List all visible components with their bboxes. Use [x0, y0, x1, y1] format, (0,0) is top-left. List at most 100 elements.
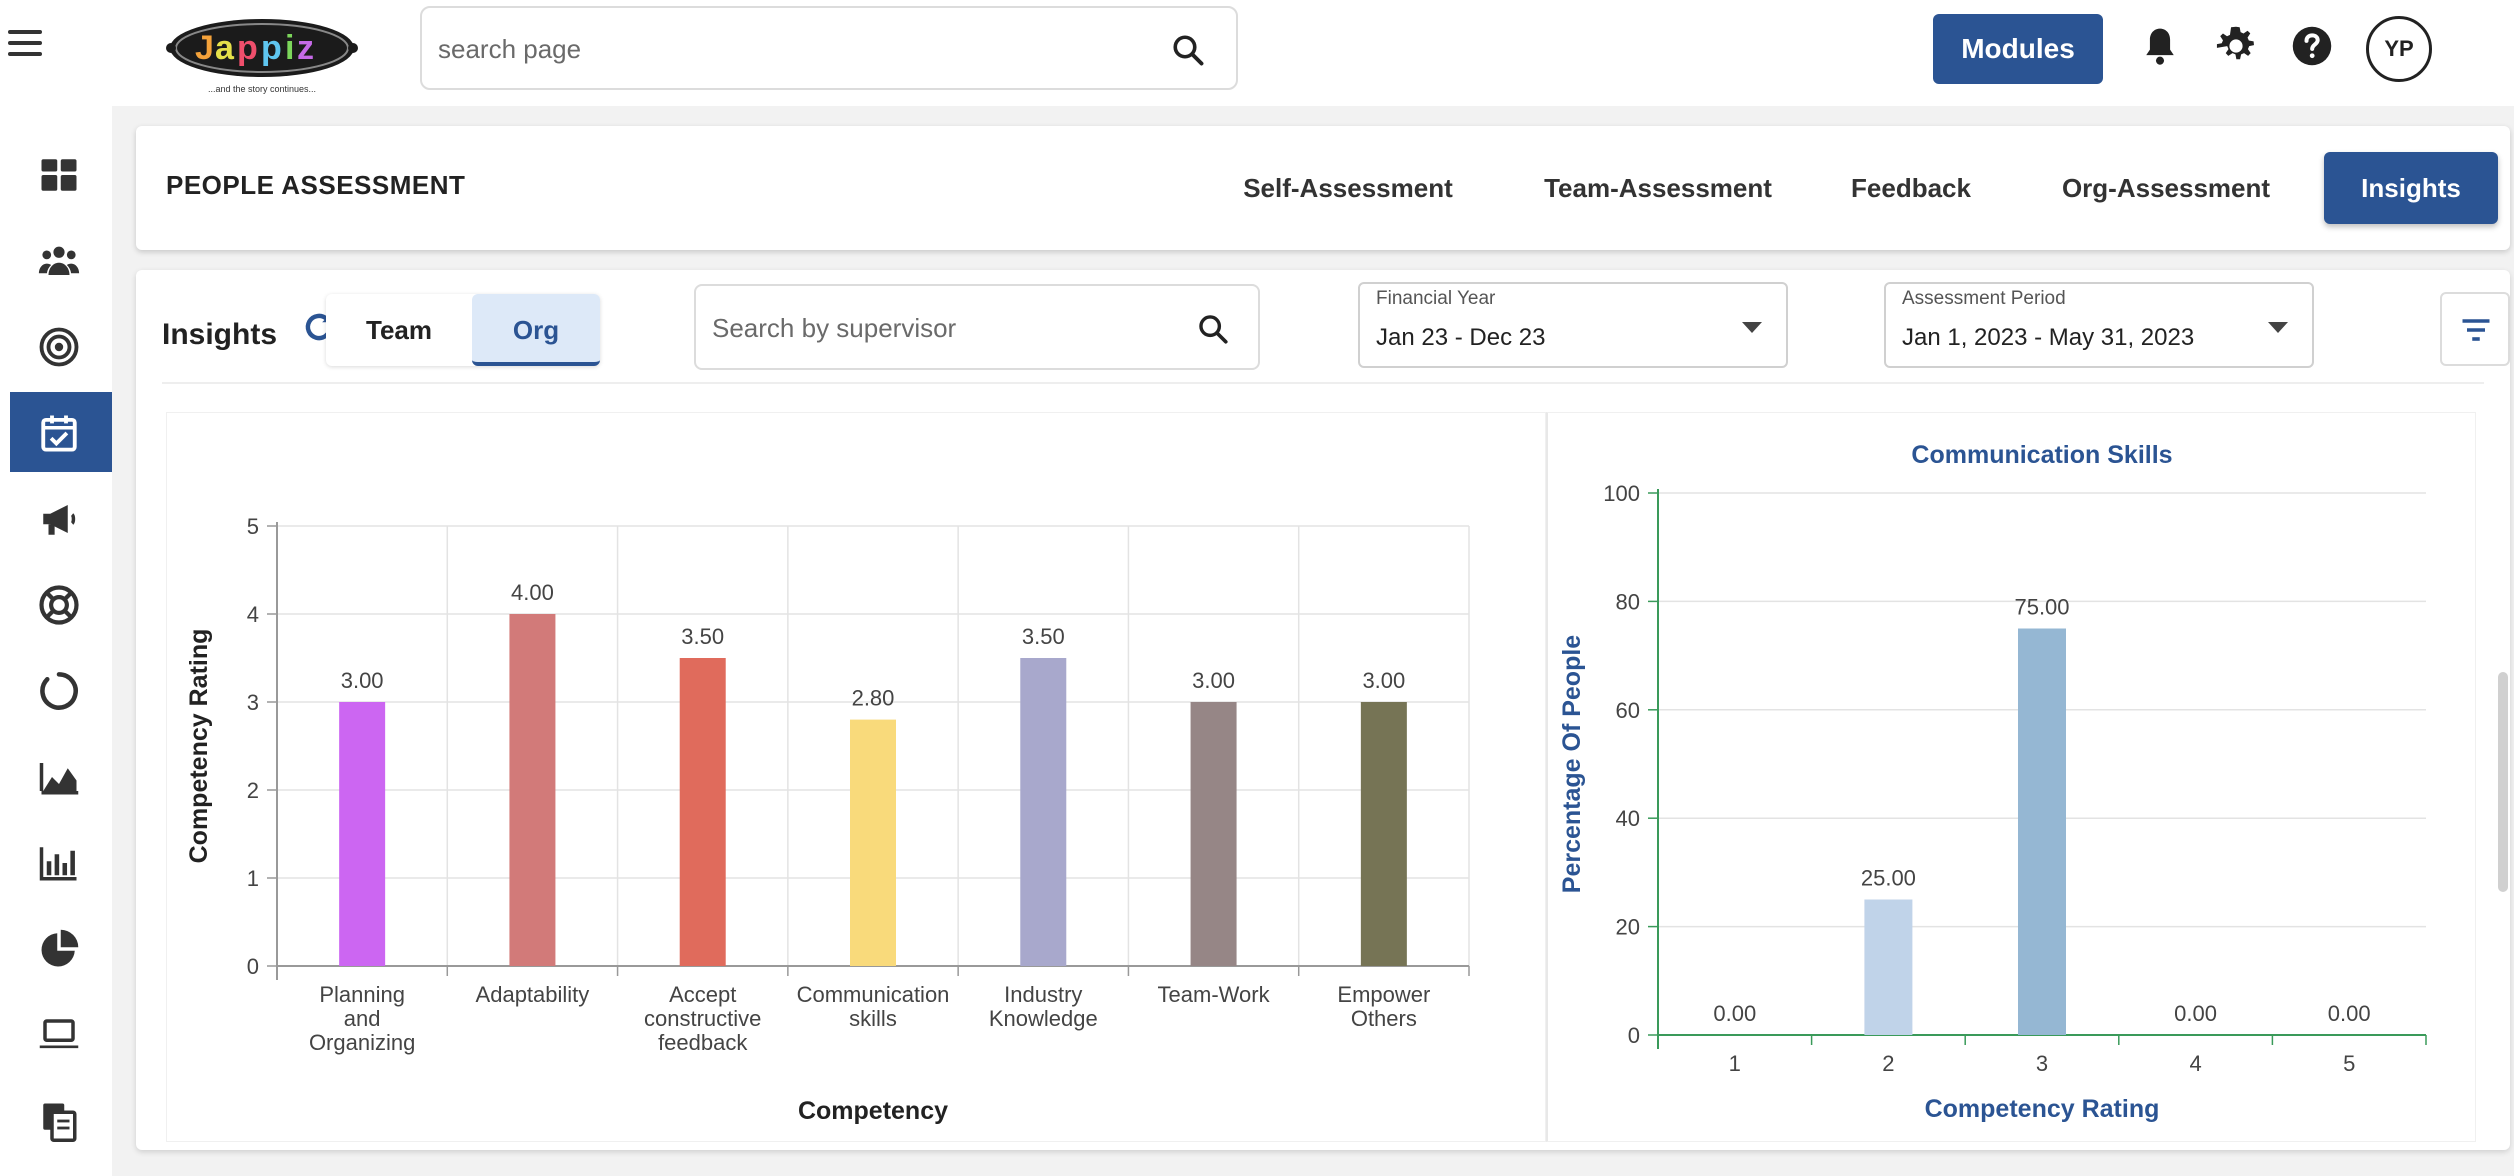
calendar-check-icon [41, 415, 77, 452]
search-icon[interactable] [1196, 312, 1230, 346]
y-tick-label: 80 [1616, 589, 1640, 614]
sidebar-item-trends[interactable] [10, 736, 112, 816]
competency-chart-panel: 0 1 2 3 4 5 3.00 Planning and Organizing 4.00 Adapt… [166, 412, 1546, 1142]
help-icon[interactable] [2290, 24, 2334, 68]
y-tick-label: 60 [1616, 698, 1640, 723]
y-tick-label: 40 [1616, 806, 1640, 831]
gear-icon[interactable] [2214, 24, 2258, 68]
bar-value-label: 3.00 [341, 668, 384, 693]
bar-value-label: 3.50 [681, 624, 724, 649]
x-tick-label: 2 [1882, 1051, 1894, 1076]
laptop-icon [39, 1019, 79, 1049]
toggle-team[interactable]: Team [366, 315, 432, 345]
dashboard-icon [41, 159, 77, 191]
tab-org-assessment[interactable]: Org-Assessment [2061, 173, 2271, 203]
toggle-org[interactable]: Org [472, 294, 600, 366]
y-tick-label: 100 [1603, 481, 1640, 506]
sidebar-item-reports[interactable] [10, 822, 112, 902]
x-axis-label: Competency [798, 1097, 948, 1125]
distribution-chart-panel: 0 20 40 60 80 100 0.00 1 25.00 2 75.00 3 0.00 4 0.00 5 C… [1546, 412, 2476, 1142]
financial-year-select[interactable]: Financial Year Jan 23 - Dec 23 [1358, 282, 1788, 368]
lifebuoy-icon [39, 585, 79, 625]
bar [2018, 628, 2066, 1035]
page-title: PEOPLE ASSESSMENT [166, 170, 466, 200]
filter-button[interactable] [2440, 292, 2510, 366]
filter-icon [2462, 319, 2490, 341]
modules-button[interactable]: Modules [1933, 14, 2103, 84]
bar [509, 614, 556, 966]
y-tick-label: 1 [247, 866, 259, 891]
area-chart-icon [39, 763, 79, 795]
people-group-icon [38, 246, 80, 275]
assessment-period-value: Jan 1, 2023 - May 31, 2023 [1902, 324, 2195, 351]
sidebar-item-announcements[interactable] [10, 478, 112, 558]
documents-icon [43, 1103, 77, 1142]
x-tick-label: Accept constructive feedback [644, 982, 761, 1055]
bar [679, 658, 726, 966]
bar-value-label: 75.00 [2014, 595, 2069, 620]
sidebar-item-goals[interactable] [10, 306, 112, 386]
bar-value-label: 2.80 [852, 686, 895, 711]
sidebar-item-cycle[interactable] [10, 650, 112, 730]
y-tick-label: 20 [1616, 915, 1640, 940]
x-tick-label: 5 [2343, 1051, 2355, 1076]
search-icon[interactable] [1170, 32, 1206, 68]
y-tick-label: 2 [247, 778, 259, 803]
bar-value-label: 0.00 [1713, 1001, 1756, 1026]
bar [1360, 702, 1407, 966]
sidebar-item-assessment[interactable] [10, 392, 112, 472]
bar [850, 719, 896, 966]
bar-value-label: 0.00 [2174, 1001, 2217, 1026]
y-tick-label: 3 [247, 690, 259, 715]
chart-title: Communication Skills [1911, 441, 2172, 469]
supervisor-search-input[interactable] [712, 306, 1172, 350]
bell-icon[interactable] [2138, 24, 2182, 68]
chevron-down-icon [1742, 322, 1762, 333]
bar-value-label: 4.00 [511, 580, 554, 605]
sidebar-item-devices[interactable] [10, 994, 112, 1074]
bar [1864, 899, 1913, 1035]
svg-text:i: i [285, 29, 294, 67]
svg-text:p: p [261, 29, 282, 67]
tab-feedback[interactable]: Feedback [1851, 173, 1971, 203]
assessment-period-select[interactable]: Assessment Period Jan 1, 2023 - May 31, … [1884, 282, 2314, 368]
bar-value-label: 3.00 [1362, 668, 1405, 693]
user-avatar[interactable]: YP [2366, 16, 2432, 82]
megaphone-icon [43, 505, 76, 535]
hamburger-menu-icon[interactable] [8, 30, 42, 60]
tab-self-assessment[interactable]: Self-Assessment [1243, 173, 1453, 203]
supervisor-search-box[interactable] [694, 284, 1260, 370]
assessment-header: PEOPLE ASSESSMENT Self-Assessment Team-A… [136, 126, 2510, 250]
financial-year-value: Jan 23 - Dec 23 [1376, 324, 1546, 351]
page-search-input[interactable] [438, 26, 1138, 72]
competency-rating-chart: 0 1 2 3 4 5 3.00 Planning and Organizing 4.00 Adapt… [185, 514, 1470, 1125]
x-tick-label: Empower Others [1337, 982, 1430, 1031]
x-tick-label: 1 [1729, 1051, 1741, 1076]
tab-insights[interactable]: Insights [2324, 152, 2498, 224]
page-search-box[interactable] [420, 6, 1238, 90]
sidebar-item-documents[interactable] [10, 1080, 112, 1160]
x-tick-label: Adaptability [476, 982, 590, 1007]
svg-text:J: J [195, 29, 214, 67]
x-tick-label: 3 [2036, 1051, 2048, 1076]
sidebar-item-analytics[interactable] [10, 908, 112, 988]
tab-team-assessment[interactable]: Team-Assessment [1544, 173, 1772, 203]
app-logo[interactable]: J a p p i z ...and the story continues..… [165, 14, 360, 96]
chevron-down-icon [2268, 322, 2288, 333]
svg-text:p: p [237, 29, 258, 67]
x-tick-label: Industry Knowledge [989, 982, 1098, 1031]
financial-year-label: Financial Year [1376, 288, 1496, 309]
svg-text:z: z [297, 29, 314, 67]
x-tick-label: Team-Work [1158, 982, 1271, 1007]
sidebar-item-support[interactable] [10, 564, 112, 644]
sidebar [10, 106, 112, 1176]
sidebar-item-people[interactable] [10, 220, 112, 300]
y-axis-label: Percentage Of People [1558, 635, 1586, 894]
top-bar: J a p p i z ...and the story continues..… [0, 0, 2514, 104]
bar-value-label: 0.00 [2328, 1001, 2371, 1026]
chart-scrollbar-thumb[interactable] [2498, 672, 2508, 892]
insights-panel: Insights Team Org Financial Year Jan 23 … [136, 270, 2510, 1150]
sidebar-item-dashboard[interactable] [10, 134, 112, 214]
insights-title: Insights [162, 318, 278, 351]
